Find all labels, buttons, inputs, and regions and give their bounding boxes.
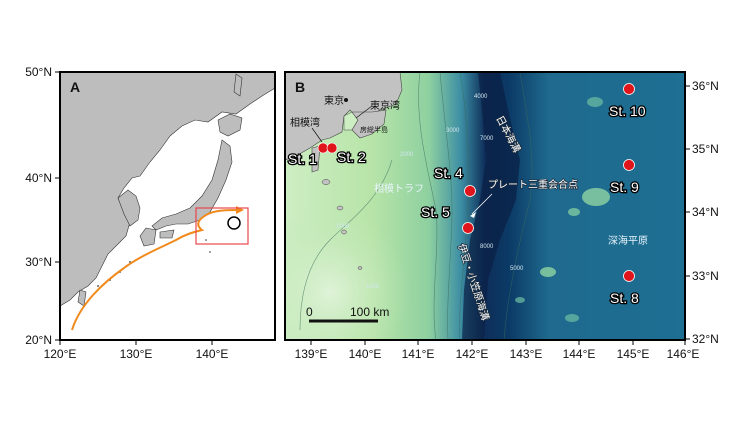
lat-label-30n: 30°N bbox=[25, 255, 52, 269]
station-2-marker bbox=[326, 142, 338, 154]
panel-b-lat-ticks: 36°N 35°N 34°N 33°N 32°N bbox=[685, 79, 719, 346]
station-1-label: St. 1 bbox=[288, 151, 317, 167]
boso-peninsula bbox=[351, 109, 387, 139]
lat-label-35n: 35°N bbox=[692, 142, 719, 156]
lon-label-141e: 141°E bbox=[402, 347, 435, 361]
lon-label-145e: 145°E bbox=[617, 347, 650, 361]
lat-label-20n: 20°N bbox=[25, 333, 52, 347]
station-5-marker bbox=[462, 222, 474, 234]
trench-band bbox=[462, 72, 520, 340]
lat-label-33n: 33°N bbox=[692, 269, 719, 283]
lon-label-140e-b: 140°E bbox=[349, 347, 382, 361]
station-1-marker bbox=[317, 142, 329, 154]
triple-junction-leader bbox=[471, 193, 493, 215]
label-boso: 房総半島 bbox=[360, 125, 388, 134]
seamount bbox=[568, 208, 580, 216]
label-sagami-bay: 相模湾 bbox=[290, 116, 320, 129]
contour-label: 4000 bbox=[474, 94, 488, 100]
panel-a-letter: A bbox=[70, 79, 80, 95]
stations-layer: St. 1 St. 2 St. 4 St. 5 St. 10 St. 9 St.… bbox=[287, 83, 647, 307]
contour-label: 2000 bbox=[400, 152, 414, 158]
panel-b-border bbox=[284, 71, 686, 341]
honshu-land bbox=[285, 72, 403, 161]
station-10-marker bbox=[623, 83, 635, 95]
lon-label-142e: 142°E bbox=[456, 347, 489, 361]
contour-label: 8000 bbox=[480, 244, 494, 250]
lon-label-144e: 144°E bbox=[563, 347, 596, 361]
tokyo-bay-leader bbox=[355, 105, 373, 119]
izu-peninsula bbox=[311, 145, 321, 173]
station-8-marker bbox=[623, 270, 635, 282]
station-9-label: St. 9 bbox=[610, 179, 639, 195]
island bbox=[341, 229, 347, 235]
shelf-shading bbox=[285, 150, 465, 340]
station-10-label: St. 10 bbox=[609, 103, 646, 119]
study-area-box bbox=[195, 207, 249, 245]
label-sagami-trough: 相模トラフ bbox=[374, 182, 424, 195]
target-circle-marker bbox=[227, 216, 241, 230]
contour-label: 1000 bbox=[366, 284, 380, 290]
label-tokyo-bay: 東京湾 bbox=[370, 99, 400, 112]
seamount bbox=[540, 267, 556, 277]
station-8-label: St. 8 bbox=[610, 290, 639, 306]
seamount bbox=[582, 188, 610, 206]
contour-label: 1000 bbox=[336, 224, 350, 230]
label-triple-junction: プレート三重会合点 bbox=[488, 178, 578, 191]
island bbox=[336, 205, 344, 211]
panel-a-lon-ticks: 120°E 130°E 140°E bbox=[44, 340, 229, 361]
label-abyssal-plain: 深海平原 bbox=[608, 234, 648, 247]
lat-label-34n: 34°N bbox=[692, 205, 719, 219]
panel-b-letter: B bbox=[295, 79, 305, 95]
island bbox=[321, 179, 331, 185]
contour-label: 5000 bbox=[510, 266, 524, 272]
lat-label-50n: 50°N bbox=[25, 65, 52, 79]
seamount bbox=[565, 314, 579, 322]
lon-label-146e: 146°E bbox=[667, 347, 700, 361]
seamount bbox=[515, 297, 525, 303]
island bbox=[357, 266, 363, 270]
lon-label-140e: 140°E bbox=[196, 347, 229, 361]
scale-bar: 0 100 km bbox=[306, 305, 389, 323]
station-2-label: St. 2 bbox=[337, 149, 366, 165]
lon-label-143e: 143°E bbox=[510, 347, 543, 361]
panel-b-bathymetry-map: B 4000 3000 2000 1000 7000 8000 5000 100… bbox=[284, 71, 719, 361]
kuroshio-current-path bbox=[71, 209, 241, 331]
scale-bar-end: 100 km bbox=[350, 305, 389, 319]
tokyo-marker bbox=[344, 98, 348, 102]
contour-label: 7000 bbox=[480, 136, 494, 142]
triple-junction-arrowhead bbox=[470, 212, 476, 218]
station-4-label: St. 4 bbox=[434, 165, 463, 181]
lon-label-139e: 139°E bbox=[295, 347, 328, 361]
sagami-bay-leader bbox=[311, 127, 323, 143]
lon-label-120e: 120°E bbox=[44, 347, 77, 361]
lat-label-40n: 40°N bbox=[25, 171, 52, 185]
contour-lines bbox=[299, 72, 533, 340]
station-4-marker bbox=[464, 185, 476, 197]
scale-bar-zero: 0 bbox=[306, 305, 313, 319]
lon-label-130e: 130°E bbox=[120, 347, 153, 361]
panel-a-lat-ticks: 50°N 40°N 30°N 20°N bbox=[25, 65, 60, 347]
contour-label: 3000 bbox=[446, 128, 460, 134]
seamount bbox=[587, 97, 603, 107]
lat-label-32n: 32°N bbox=[692, 332, 719, 346]
panel-b-lon-ticks: 139°E 140°E 141°E 142°E 143°E 144°E 145°… bbox=[295, 340, 700, 361]
station-9-marker bbox=[623, 159, 635, 171]
panel-a-overview-map: A 50°N 40°N 30°N 20°N 120°E 130°E 140°E bbox=[25, 65, 276, 361]
station-5-label: St. 5 bbox=[421, 204, 450, 220]
label-tokyo: 東京 bbox=[324, 94, 344, 107]
panel-a-border bbox=[59, 71, 276, 341]
lat-label-36n: 36°N bbox=[692, 79, 719, 93]
contour-labels: 4000 3000 2000 1000 7000 8000 5000 1000 bbox=[336, 94, 524, 290]
